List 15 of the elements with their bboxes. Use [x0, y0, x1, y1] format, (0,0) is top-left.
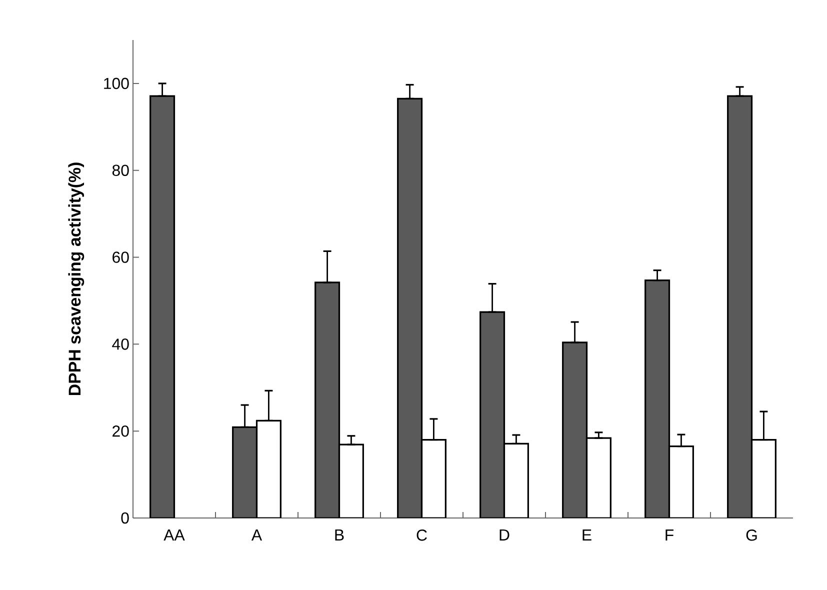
x-tick-label: AA [164, 529, 185, 540]
x-tick-label: D [500, 529, 510, 540]
x-tick-label: A [251, 529, 262, 540]
y-tick-label: 80 [112, 164, 129, 176]
y-tick-label: 20 [112, 425, 129, 437]
y-tick-label: 100 [104, 78, 129, 90]
y-tick-label: 60 [112, 252, 129, 263]
y-tick-label: 40 [112, 338, 129, 350]
x-tick-label: F [666, 529, 674, 540]
x-tick-label: E [582, 529, 592, 540]
x-tick-label: B [335, 529, 344, 540]
x-tick-label: C [416, 529, 427, 541]
y-axis-title: DPPH scavenging activity(%) [68, 162, 84, 396]
y-tick-label: 0 [121, 512, 129, 524]
x-tick-label: G [746, 529, 757, 541]
